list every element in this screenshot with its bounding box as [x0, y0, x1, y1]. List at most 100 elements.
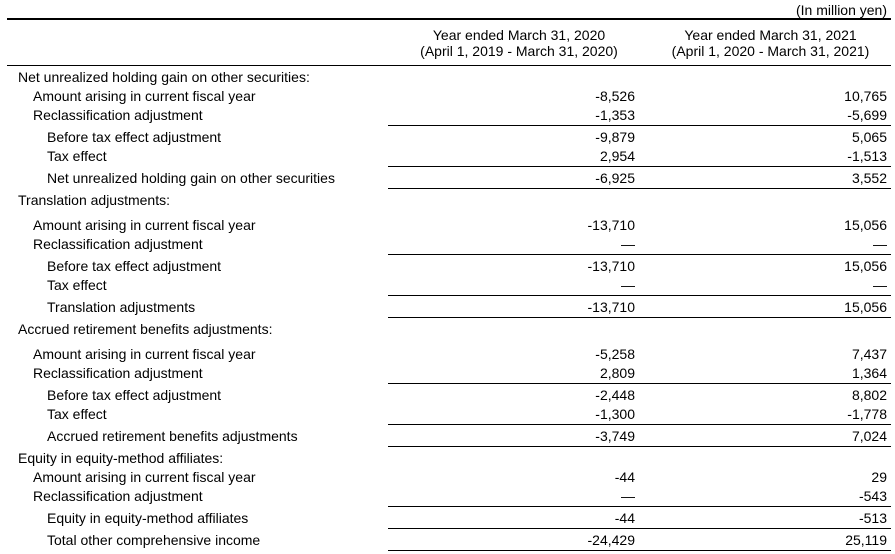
table-row: Amount arising in current fiscal year -8,…	[7, 87, 891, 106]
table-row: Amount arising in current fiscal year -13…	[7, 216, 891, 235]
value-fy2021: —	[873, 277, 887, 293]
value-fy2020: -13,710	[587, 258, 635, 274]
table-row: Reclassification adjustment -1,353 -5,699	[7, 106, 891, 126]
table-row: Translation adjustments -13,710 15,056	[7, 298, 891, 318]
value-fy2021: 8,802	[851, 387, 887, 403]
row-values: — -543	[388, 487, 891, 507]
row-label: Tax effect	[47, 148, 107, 164]
row-label: Reclassification adjustment	[33, 236, 203, 252]
value-fy2021: 7,024	[851, 428, 887, 444]
table-row: Tax effect -1,300 -1,778	[7, 405, 891, 425]
row-values: — —	[388, 235, 891, 255]
table-body: Net unrealized holding gain on other sec…	[7, 66, 891, 551]
section-header: Equity in equity-method affiliates:	[18, 450, 224, 466]
row-label: Amount arising in current fiscal year	[33, 469, 256, 485]
row-values-empty	[388, 449, 891, 468]
column-header-fy2020: Year ended March 31, 2020 (April 1, 2019…	[388, 27, 650, 59]
value-fy2021: 1,364	[851, 365, 887, 381]
row-values: -3,749 7,024	[388, 427, 891, 447]
row-values-empty	[388, 191, 891, 210]
table-row: Accrued retirement benefits adjustments -…	[7, 427, 891, 447]
table-row: Before tax effect adjustment -2,448 8,802	[7, 386, 891, 405]
row-label: Equity in equity-method affiliates	[47, 510, 249, 526]
value-fy2020: —	[621, 488, 635, 504]
table-header-row: Year ended March 31, 2020 (April 1, 2019…	[7, 20, 891, 66]
row-values: — —	[388, 276, 891, 296]
table-row: Tax effect 2,954 -1,513	[7, 147, 891, 167]
value-fy2020: -8,526	[595, 88, 635, 104]
column-header-fy2021-line1: Year ended March 31, 2021	[684, 27, 857, 43]
value-fy2021: 5,065	[851, 129, 887, 145]
column-header-fy2020-line2: (April 1, 2019 - March 31, 2020)	[420, 43, 618, 59]
row-values: 2,809 1,364	[388, 364, 891, 384]
row-label: Reclassification adjustment	[33, 107, 203, 123]
value-fy2021: 15,056	[844, 217, 887, 233]
table-row: Amount arising in current fiscal year -44…	[7, 468, 891, 487]
table-row: Amount arising in current fiscal year -5,…	[7, 345, 891, 364]
value-fy2020: -9,879	[595, 129, 635, 145]
value-fy2020: -24,429	[587, 532, 635, 548]
value-fy2021: -543	[858, 488, 887, 504]
table-row: Equity in equity-method affiliates -44 -51…	[7, 509, 891, 529]
row-label: Total other comprehensive income	[47, 532, 261, 548]
row-label: Before tax effect adjustment	[47, 387, 222, 403]
row-values: -6,925 3,552	[388, 169, 891, 189]
row-values-empty	[388, 68, 891, 87]
column-header-fy2021-line2: (April 1, 2020 - March 31, 2021)	[671, 43, 870, 59]
row-label: Tax effect	[47, 406, 107, 422]
row-label: Amount arising in current fiscal year	[33, 217, 256, 233]
value-fy2021: 29	[871, 469, 887, 485]
value-fy2021: 15,056	[844, 299, 887, 315]
section-header: Accrued retirement benefits adjustments:	[18, 321, 273, 337]
row-label: Before tax effect adjustment	[47, 129, 222, 145]
value-fy2021: 15,056	[844, 258, 887, 274]
row-label: Amount arising in current fiscal year	[33, 346, 256, 362]
row-label: Reclassification adjustment	[33, 365, 203, 381]
value-fy2020: 2,809	[599, 365, 635, 381]
table-row: Reclassification adjustment 2,809 1,364	[7, 364, 891, 384]
row-values: -8,526 10,765	[388, 87, 891, 106]
row-label: Amount arising in current fiscal year	[33, 88, 256, 104]
top-rule	[7, 18, 891, 20]
row-label: Net unrealized holding gain on other sec…	[47, 170, 335, 186]
table-row: Net unrealized holding gain on other sec…	[7, 169, 891, 189]
row-label: Accrued retirement benefits adjustments	[47, 428, 298, 444]
value-fy2020: -6,925	[595, 170, 635, 186]
column-header-fy2020-line1: Year ended March 31, 2020	[432, 27, 606, 43]
value-fy2021: -1,513	[847, 148, 887, 164]
row-values: -44 29	[388, 468, 891, 487]
row-values: 2,954 -1,513	[388, 147, 891, 167]
row-values: -44 -513	[388, 509, 891, 529]
section-header-row: Equity in equity-method affiliates:	[7, 449, 891, 468]
value-fy2020: —	[621, 277, 635, 293]
section-header: Translation adjustments:	[18, 192, 170, 208]
row-values: -24,429 25,119	[388, 531, 891, 551]
section-header-row: Translation adjustments:	[7, 191, 891, 210]
value-fy2021: 10,765	[844, 88, 887, 104]
row-values: -13,710 15,056	[388, 216, 891, 235]
row-values: -1,353 -5,699	[388, 106, 891, 126]
value-fy2021: 3,552	[851, 170, 887, 186]
column-header-fy2021: Year ended March 31, 2021 (April 1, 2020…	[650, 27, 891, 59]
value-fy2021: —	[873, 236, 887, 252]
row-values-empty	[388, 320, 891, 339]
table-row: Reclassification adjustment — —	[7, 235, 891, 255]
unit-note: (In million yen)	[795, 2, 887, 18]
value-fy2020: -13,710	[587, 217, 635, 233]
table-row: Tax effect — —	[7, 276, 891, 296]
value-fy2020: —	[621, 236, 635, 252]
row-label: Reclassification adjustment	[33, 488, 203, 504]
row-label: Translation adjustments	[47, 299, 196, 315]
value-fy2021: -513	[858, 510, 887, 526]
row-values: -1,300 -1,778	[388, 405, 891, 425]
value-fy2021: 7,437	[851, 346, 887, 362]
value-fy2020: -5,258	[595, 346, 635, 362]
value-fy2020: -13,710	[587, 299, 635, 315]
value-fy2020: -1,300	[595, 406, 635, 422]
row-label: Before tax effect adjustment	[47, 258, 222, 274]
table-row: Before tax effect adjustment -9,879 5,065	[7, 128, 891, 147]
section-header-row: Net unrealized holding gain on other sec…	[7, 68, 891, 87]
value-fy2021: -5,699	[847, 107, 887, 123]
value-fy2021: -1,778	[847, 406, 887, 422]
